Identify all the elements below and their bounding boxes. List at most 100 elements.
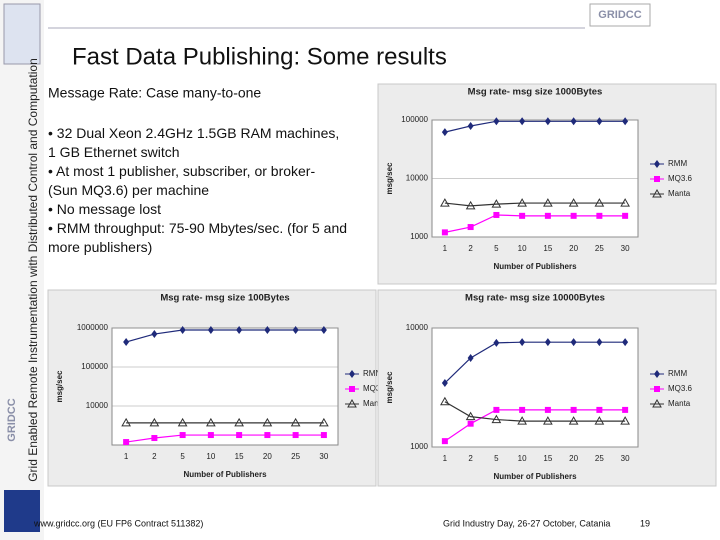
legend-label: MQ3.6 [363,384,388,393]
point [441,378,448,387]
point [465,200,476,210]
point [290,417,301,427]
point [570,212,577,219]
point [264,432,271,439]
point [207,325,214,334]
legend-label: MQ3.6 [668,384,693,393]
y-tick-label: 100000 [81,362,108,371]
top-logo-text: GRIDCC [598,9,641,21]
point [570,406,577,413]
x-tick-label: 30 [319,452,328,461]
x-tick-label: 15 [543,244,552,253]
series-line [126,434,324,443]
x-tick-label: 5 [180,452,185,461]
x-tick-label: 2 [468,244,473,253]
y-axis-label: msg/sec [55,370,64,403]
x-tick-label: 25 [595,454,604,463]
chart-title: Msg rate- msg size 100Bytes [160,293,289,304]
eu-flag [4,490,40,532]
x-axis-label: Number of Publishers [493,262,577,271]
point [320,325,327,334]
point [123,338,130,347]
x-tick-label: 25 [291,452,300,461]
series-line [444,341,626,384]
point [596,338,603,347]
y-tick-label: 1000000 [77,323,109,332]
point [236,432,243,439]
legend-label: Manta [668,189,691,198]
title: Fast Data Publishing: Some results [72,43,447,70]
point [441,128,448,137]
point [292,432,299,439]
legend-marker [654,370,660,378]
point [234,417,244,427]
series-line [444,409,626,442]
point [594,198,605,207]
point [543,416,553,425]
point [207,432,214,439]
point [568,198,579,207]
point [441,438,448,445]
x-tick-label: 5 [494,244,499,253]
series-line [444,120,626,133]
chart: Msg rate- msg size 10000Bytes Number of P… [377,289,717,487]
bullet: • At most 1 publisher, subscriber, or br… [48,163,315,198]
x-tick-label: 10 [206,452,215,461]
point [493,338,500,347]
point [467,420,474,427]
point [517,416,527,425]
point [620,416,630,425]
point [149,417,160,427]
point [179,325,186,334]
y-tick-label: 1000 [410,442,428,451]
point [491,414,502,424]
point [543,198,553,207]
x-tick-label: 1 [124,452,129,461]
point [493,406,500,413]
x-tick-label: 1 [443,244,448,253]
point [236,325,243,334]
y-tick-label: 1000 [410,232,428,241]
point [177,417,188,427]
point [620,198,630,207]
bullet: • No message lost [48,201,161,217]
point [519,117,526,126]
top-logo [3,3,41,65]
point [596,117,603,126]
x-tick-label: 2 [468,454,473,463]
legend-marker [652,188,662,198]
footer-left: www.gridcc.org (EU FP6 Contract 511382) [33,518,203,528]
logo-frame [589,3,651,27]
point [517,198,527,207]
point [319,417,329,427]
x-tick-label: 15 [543,454,552,463]
point [441,229,448,236]
x-tick-label: 30 [621,244,630,253]
point [544,117,551,126]
chart-title: Msg rate- msg size 10000Bytes [465,293,605,304]
point [123,439,130,446]
point [596,406,603,413]
point [264,325,271,334]
x-tick-label: 20 [263,452,272,461]
y-tick-label: 10000 [406,174,429,183]
side-band [0,0,44,540]
legend-label: RMM [363,369,382,378]
legend-marker [654,160,660,168]
point [292,325,299,334]
chart: Msg rate- msg size 1000Bytes Number of Pu… [377,83,717,285]
x-axis-label: Number of Publishers [183,470,267,479]
point [544,406,551,413]
point [206,417,216,427]
legend-marker [654,386,660,392]
bullet: • RMM throughput: 75-90 Mbytes/sec. (for… [48,220,347,255]
x-tick-label: 20 [569,454,578,463]
point [440,198,450,207]
point [151,435,158,442]
point [519,212,526,219]
point [519,338,526,347]
legend-marker [347,398,357,408]
point [465,411,476,421]
y-axis-label: msg/sec [385,162,394,195]
x-tick-label: 2 [152,452,157,461]
